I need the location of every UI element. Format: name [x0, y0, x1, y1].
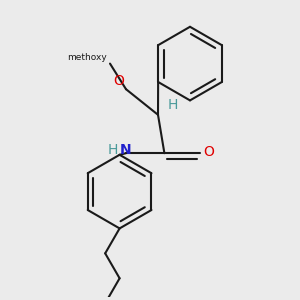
- Text: H: H: [108, 143, 118, 157]
- Text: O: O: [113, 74, 124, 88]
- Text: H: H: [168, 98, 178, 112]
- Text: N: N: [120, 143, 132, 157]
- Text: methoxy: methoxy: [67, 53, 107, 62]
- Text: O: O: [203, 145, 214, 159]
